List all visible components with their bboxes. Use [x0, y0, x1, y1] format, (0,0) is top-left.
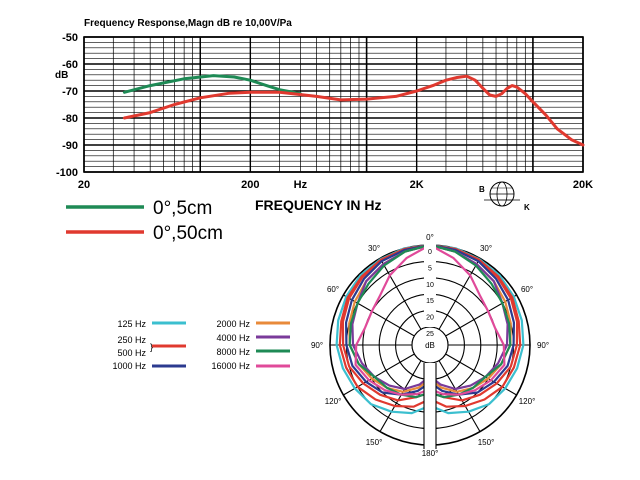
legend-label-5cm: 0°,5cm [153, 198, 212, 219]
polar-radial-tick-label: 5 [428, 265, 432, 272]
fr-y-unit: dB [55, 70, 68, 81]
polar-scale-band [424, 363, 436, 449]
polar-center-label: dB [425, 341, 435, 350]
polar-legend-brace: } [150, 342, 153, 352]
polar-spoke [438, 258, 481, 330]
polar-legend: 125 Hz 250 Hz 500 Hz} 1000 Hz 2000 Hz 4000 Hz… [112, 319, 290, 371]
fr-y-tick-label: -50 [62, 32, 78, 44]
polar-radial-tick-label: 10 [426, 282, 434, 289]
legend-label-50cm: 0°,50cm [153, 223, 223, 244]
globe-logo-icon: B K [479, 181, 530, 212]
polar-legend-label: 125 Hz [117, 319, 146, 329]
polar-angle-label: 120° [325, 397, 342, 406]
fr-grid [83, 36, 584, 173]
polar-angle-label: 30° [480, 244, 492, 253]
polar-spoke [379, 258, 422, 330]
polar-angle-label: 60° [521, 285, 533, 294]
fr-title: Frequency Response,Magn dB re 10,00V/Pa [84, 18, 292, 29]
fr-y-tick-label: -90 [62, 140, 78, 152]
polar-legend-label: 500 Hz [117, 348, 146, 358]
polar-legend-label: 250 Hz [117, 335, 146, 345]
polar-angle-label: 150° [366, 438, 383, 447]
polar-legend-label: 1000 Hz [112, 361, 146, 371]
polar-legend-label: 2000 Hz [216, 319, 250, 329]
polar-legend-label: 8000 Hz [216, 347, 250, 357]
fr-y-tick-label: -60 [62, 59, 78, 71]
fr-y-tick-label: -70 [62, 86, 78, 98]
svg-text:K: K [524, 203, 530, 212]
fr-x-tick-label: 2K [410, 179, 424, 191]
polar-scale-band [424, 241, 436, 327]
polar-legend-label: 16000 Hz [211, 361, 250, 371]
fr-x-axis-label: FREQUENCY IN Hz [255, 197, 382, 213]
polar-angle-label: 90° [537, 341, 549, 350]
polar-legend-label: 4000 Hz [216, 333, 250, 343]
fr-series [122, 74, 585, 147]
svg-text:B: B [479, 185, 485, 194]
fr-x-tick-label: 200 [241, 179, 259, 191]
polar-radial-tick-label: 0 [428, 249, 432, 256]
fr-x-tick-label: 20K [573, 179, 593, 191]
polar-radial-tick-label: 25 [426, 331, 434, 338]
polar-spoke [438, 360, 481, 432]
polar-radial-tick-label: 15 [426, 298, 434, 305]
fr-x-tick-label: 20 [78, 179, 90, 191]
fr-series-line-1 [122, 74, 585, 147]
fr-series-line-0 [122, 74, 302, 96]
polar-angle-label: 150° [478, 438, 495, 447]
polar-angle-label: 0° [426, 233, 434, 242]
polar-angle-label: 30° [368, 244, 380, 253]
fr-y-tick-label: -100 [56, 167, 78, 179]
polar-angle-label: 120° [519, 397, 536, 406]
fr-x-tick-label: Hz [294, 179, 308, 191]
fr-plot-frame [83, 36, 584, 173]
polar-angle-label: 60° [327, 285, 339, 294]
fr-y-tick-label: -80 [62, 113, 78, 125]
polar-angle-label: 90° [311, 341, 323, 350]
polar-angle-label: 180° [422, 449, 439, 458]
polar-radial-tick-label: 20 [426, 315, 434, 322]
polar-plot: 0 5 10 15 20 25 dB 0° 30° 60° 90° 120° 150° 180° 150° 1… [311, 233, 549, 458]
polar-spoke [379, 360, 422, 432]
